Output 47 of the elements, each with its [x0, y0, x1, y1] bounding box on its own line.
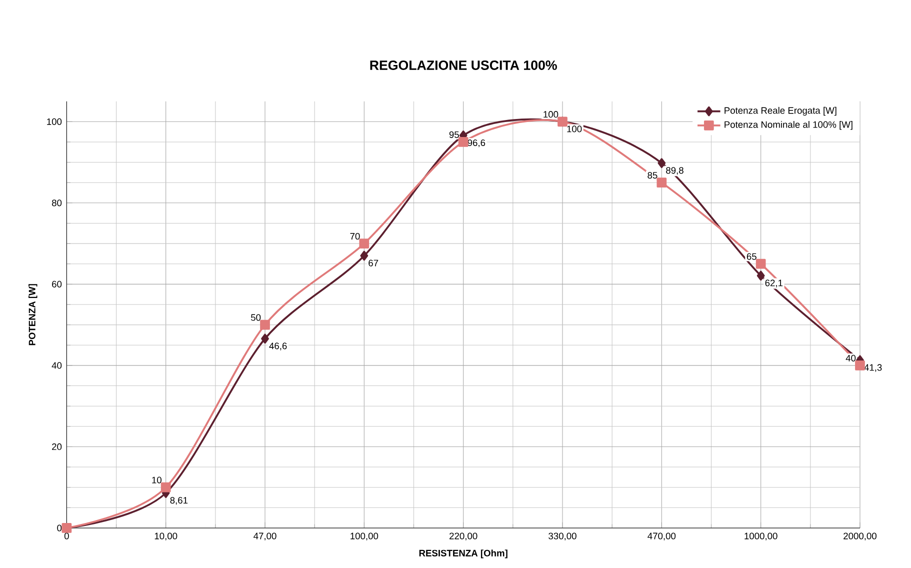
legend-label: Potenza Reale Erogata [W] [724, 106, 836, 116]
data-label: 41,3 [864, 364, 882, 372]
point [855, 360, 865, 370]
data-label: 67 [368, 260, 378, 266]
point [261, 334, 269, 344]
data-label: 96,6 [468, 139, 486, 148]
x-tick-label: 1000,00 [744, 532, 778, 540]
data-label: 10 [152, 476, 162, 484]
data-label: 70 [350, 232, 360, 240]
y-axis-title: POTENZA [W] [28, 284, 38, 346]
y-tick-label: 100 [47, 118, 62, 125]
data-label: 100 [567, 126, 582, 132]
x-tick-label: 0 [64, 532, 69, 540]
x-tick-label: 47,00 [254, 532, 276, 540]
y-tick-label: 0 [57, 524, 62, 532]
point [360, 250, 368, 261]
point [756, 270, 765, 281]
point [756, 258, 766, 269]
point [260, 320, 270, 330]
y-tick-label: 60 [52, 280, 62, 288]
point [656, 178, 667, 188]
x-tick-label: 2000,00 [844, 532, 876, 540]
data-label: 95 [449, 131, 459, 138]
x-tick-label: 220,00 [450, 532, 478, 540]
point [160, 482, 171, 492]
y-tick-label: 80 [52, 200, 62, 206]
x-tick-label: 330,00 [548, 532, 576, 540]
data-label: 65 [746, 253, 756, 260]
point [359, 238, 370, 248]
x-tick-label: 100,00 [350, 532, 378, 540]
x-tick-label: 470,00 [648, 532, 676, 540]
x-tick-label: 10,00 [154, 532, 178, 540]
point [658, 158, 666, 168]
data-label: 46,6 [269, 342, 287, 350]
y-tick-label: 40 [52, 362, 62, 369]
y-tick-label: 20 [52, 443, 62, 450]
data-label: 62,1 [765, 280, 783, 288]
legend-label: Potenza Nominale al 100% [W] [724, 121, 852, 130]
chart-title: REGOLAZIONE USCITA 100% [370, 60, 557, 70]
data-label: 50 [251, 314, 261, 321]
data-label: 100 [544, 111, 558, 118]
data-label: 89,8 [666, 167, 684, 175]
x-axis-title: RESISTENZA [Ohm] [419, 550, 508, 558]
data-label: 40 [846, 354, 856, 362]
data-label: 85 [648, 172, 658, 179]
data-label: 8,61 [170, 497, 188, 505]
point [458, 137, 468, 147]
